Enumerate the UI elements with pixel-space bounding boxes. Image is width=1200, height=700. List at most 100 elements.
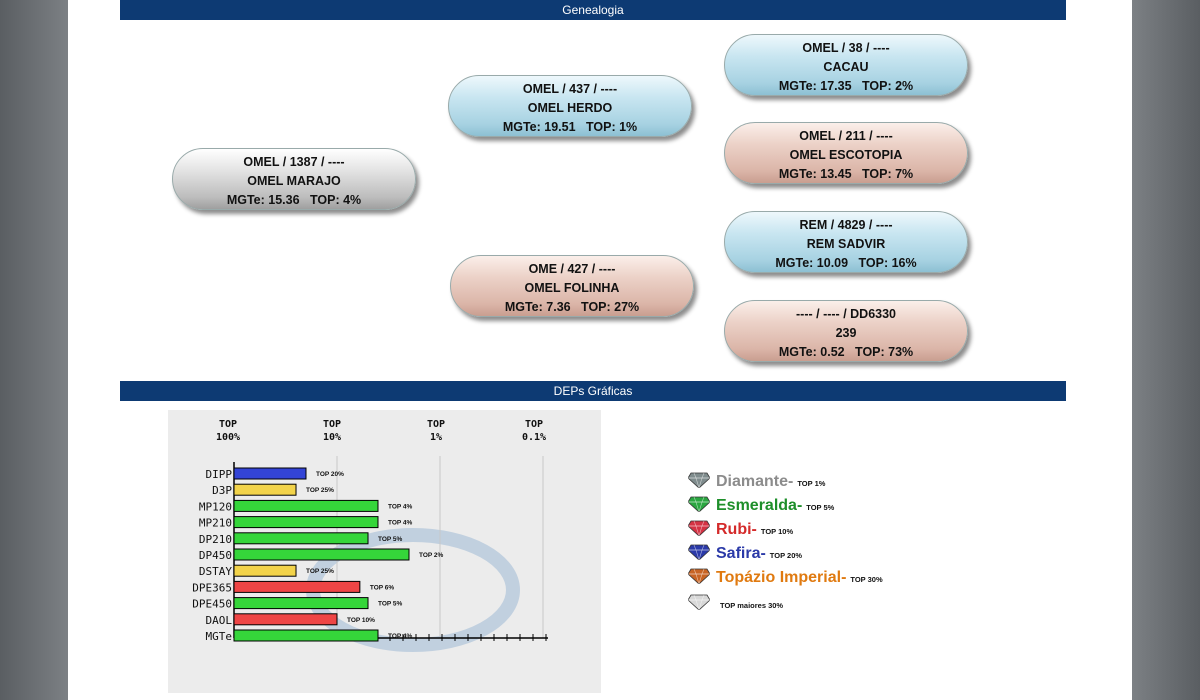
dam-top: TOP: 27% xyxy=(581,300,640,314)
bar-value-label: TOP 5% xyxy=(378,601,403,608)
bar-d3p xyxy=(233,483,297,496)
bar-name-label: DPE450 xyxy=(192,598,232,611)
animal-registration: OMEL / 1387 / ---- xyxy=(243,155,345,169)
dam-dam-mgte: MGTe: 0.52 xyxy=(778,345,845,359)
legend-name: Rubi xyxy=(716,521,752,538)
dam-mgte: MGTe: 7.36 xyxy=(504,300,571,314)
dam-sire-mgte: MGTe: 10.09 xyxy=(775,256,849,270)
axis-label-top-0-1: TOP 0.1% xyxy=(521,419,547,443)
animal-top: TOP: 4% xyxy=(309,193,362,207)
legend-name: Diamante xyxy=(716,473,789,490)
sire-dam-name: OMEL ESCOTOPIA xyxy=(789,148,903,162)
bar-dipp xyxy=(233,467,307,480)
legend-item: Esmeralda - TOP 5% xyxy=(688,494,834,515)
legend-top-label: TOP maiores 30% xyxy=(720,601,784,610)
gem-icon xyxy=(688,472,710,488)
sire-sire-name: CACAU xyxy=(823,60,869,74)
axis-label-top-10: TOP 10% xyxy=(322,419,342,443)
legend-name: Topázio Imperial xyxy=(716,569,842,586)
sire-dam-top: TOP: 7% xyxy=(861,167,914,181)
bar-value-label: TOP 2% xyxy=(419,552,444,559)
bar-name-label: DSTAY xyxy=(199,565,232,578)
sire-sire-registration: OMEL / 38 / ---- xyxy=(802,41,890,55)
section-header-genealogy: Genealogia xyxy=(120,0,1066,20)
legend-dash: - xyxy=(841,569,847,586)
dep-bar-chart: DIPP TOP 20% D3P TOP 25% MP120 TOP 4% MP210 TOP… xyxy=(192,456,548,652)
pedigree-sire[interactable]: OMEL / 437 / ---- OMEL HERDO MGTe: 19.51… xyxy=(448,75,692,137)
pedigree-dam[interactable]: OME / 427 / ---- OMEL FOLINHA MGTe: 7.36… xyxy=(450,255,694,317)
bar-name-label: MP210 xyxy=(199,517,232,530)
axis-label-top-1: TOP 1% xyxy=(426,419,446,443)
legend-item: TOP maiores 30% xyxy=(688,592,783,610)
gem-icon xyxy=(688,544,710,560)
bar-value-label: TOP 25% xyxy=(306,487,334,494)
sire-dam-mgte: MGTe: 13.45 xyxy=(778,167,852,181)
legend-top-label: TOP 1% xyxy=(797,479,826,488)
legend-top-label: TOP 5% xyxy=(806,503,835,512)
bar-name-label: DP210 xyxy=(199,533,232,546)
dam-dam-registration: ---- / ---- / DD6330 xyxy=(796,307,896,321)
animal-name: OMEL MARAJO xyxy=(247,174,341,188)
bar-mp210 xyxy=(233,516,379,529)
legend-item: Safira - TOP 20% xyxy=(688,542,802,563)
pedigree-sire-sire[interactable]: OMEL / 38 / ---- CACAU MGTe: 17.35 TOP: … xyxy=(724,34,968,96)
bar-dstay xyxy=(233,564,297,577)
bar-value-label: TOP 6% xyxy=(370,584,395,591)
bar-value-label: TOP 25% xyxy=(306,568,334,575)
dam-sire-registration: REM / 4829 / ---- xyxy=(799,218,893,232)
pedigree-animal[interactable]: OMEL / 1387 / ---- OMEL MARAJO MGTe: 15.… xyxy=(172,148,416,210)
pedigree-sire-dam[interactable]: OMEL / 211 / ---- OMEL ESCOTOPIA MGTe: 1… xyxy=(724,122,968,184)
bar-name-label: D3P xyxy=(212,484,232,497)
pedigree-dam-dam[interactable]: ---- / ---- / DD6330 239 MGTe: 0.52 TOP:… xyxy=(724,300,968,362)
dam-registration: OME / 427 / ---- xyxy=(528,262,616,276)
dam-name: OMEL FOLINHA xyxy=(524,281,620,295)
sire-sire-top: TOP: 2% xyxy=(861,79,914,93)
legend-dash: - xyxy=(760,545,766,562)
legend-dash: - xyxy=(796,497,803,514)
bar-name-label: DIPP xyxy=(206,468,233,481)
bar-daol xyxy=(233,613,338,626)
axis-label-top-100: TOP 100% xyxy=(215,419,241,443)
legend-name: Safira xyxy=(716,545,761,562)
legend-item: Topázio Imperial - TOP 30% xyxy=(688,566,883,587)
sire-registration: OMEL / 437 / ---- xyxy=(522,82,618,96)
window-frame-right xyxy=(1132,0,1200,700)
legend-top-label: TOP 20% xyxy=(769,551,803,560)
bar-value-label: TOP 20% xyxy=(316,471,344,478)
bar-name-label: DAOL xyxy=(206,614,233,627)
bar-mp120 xyxy=(233,499,379,512)
animal-mgte: MGTe: 15.36 xyxy=(226,193,300,207)
legend-item: Diamante - TOP 1% xyxy=(688,470,825,491)
bar-name-label: MP120 xyxy=(199,500,232,513)
bar-value-label: TOP 10% xyxy=(347,617,375,624)
window-frame-left xyxy=(0,0,68,700)
report-page: Genealogia OMEL / 1387 / ---- OMEL MARAJ… xyxy=(68,0,1132,700)
pedigree-dam-sire[interactable]: REM / 4829 / ---- REM SADVIR MGTe: 10.09… xyxy=(724,211,968,273)
sire-sire-mgte: MGTe: 17.35 xyxy=(778,79,852,93)
bar-dpe450 xyxy=(233,597,369,610)
legend-item: Rubi - TOP 10% xyxy=(688,518,793,539)
gem-icon xyxy=(688,496,710,512)
bar-value-label: TOP 4% xyxy=(388,520,413,527)
bar-value-label: TOP 5% xyxy=(378,536,403,543)
dam-sire-top: TOP: 16% xyxy=(858,256,917,270)
bar-value-label: TOP 4% xyxy=(388,633,413,640)
dam-dam-name: 239 xyxy=(835,326,857,340)
legend-top-label: TOP 30% xyxy=(850,575,883,584)
bar-dpe365 xyxy=(233,580,361,593)
dam-dam-top: TOP: 73% xyxy=(855,345,914,359)
sire-name: OMEL HERDO xyxy=(527,101,613,115)
sire-top: TOP: 1% xyxy=(585,120,638,134)
sire-dam-registration: OMEL / 211 / ---- xyxy=(799,129,893,143)
bar-value-label: TOP 4% xyxy=(388,503,413,510)
bar-name-label: DP450 xyxy=(199,549,232,562)
bar-dp450 xyxy=(233,548,410,561)
bar-name-label: MGTe xyxy=(206,630,233,643)
gem-icon xyxy=(688,568,710,584)
sire-mgte: MGTe: 19.51 xyxy=(502,120,576,134)
gem-icon xyxy=(688,594,710,610)
dep-chart-panel: TOP 100% TOP 10% TOP 1% TOP 0.1% DIPP TOP 20%… xyxy=(168,410,601,693)
gem-icon xyxy=(688,520,710,536)
legend-dash: - xyxy=(788,473,794,490)
bar-name-label: DPE365 xyxy=(192,581,232,594)
